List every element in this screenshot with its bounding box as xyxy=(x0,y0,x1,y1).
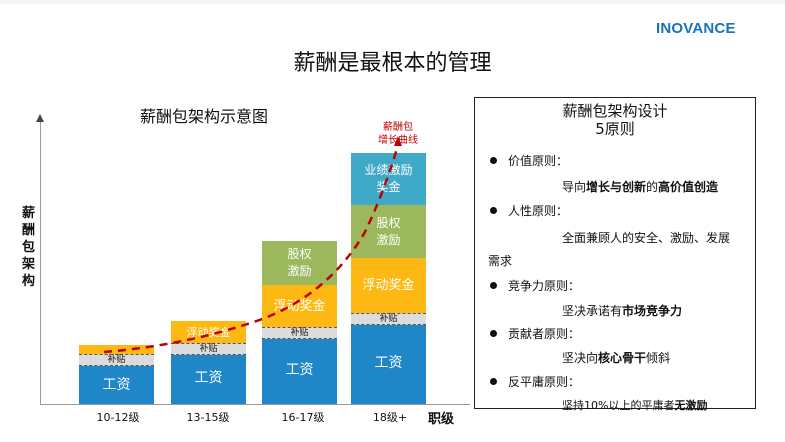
bullet-icon xyxy=(490,207,497,214)
bullet-icon xyxy=(490,282,497,289)
bar-segment-bonus: 浮动奖金 xyxy=(351,258,426,313)
bar-segment-base-pay: 工资 xyxy=(171,353,246,404)
principle-heading: 人性原则： xyxy=(508,204,569,218)
bar-segment-base-pay: 工资 xyxy=(351,323,426,404)
principle-detail-continued: 需求 xyxy=(488,254,513,268)
slide-title: 薪酬是最根本的管理 xyxy=(293,51,492,76)
principle-detail: 坚持10%以上的平庸者无激励 xyxy=(562,399,708,412)
principle-heading: 竞争力原则： xyxy=(508,279,581,293)
bar-segment-allowance: 补贴 xyxy=(351,313,426,325)
x-tick-label: 16-17级 xyxy=(281,411,325,424)
y-axis-label: 薪酬包架构 xyxy=(22,206,36,289)
y-axis-arrow-icon xyxy=(36,114,44,122)
inovance-logo: INOVANCE xyxy=(656,20,736,37)
principle-detail: 导向增长与创新的高价值创造 xyxy=(562,180,719,194)
bar-segment-allowance: 补贴 xyxy=(79,354,154,366)
bar-segment-allowance: 补贴 xyxy=(171,343,246,355)
bar-segment-allowance: 补贴 xyxy=(262,327,337,339)
y-axis xyxy=(40,120,41,404)
bar-segment-equity: 股权 激励 xyxy=(262,241,337,285)
bullet-icon xyxy=(490,378,497,385)
x-axis-label: 职级 xyxy=(428,412,455,427)
principle-detail: 全面兼顾人的安全、激励、发展 xyxy=(562,231,731,245)
principles-panel xyxy=(474,97,756,409)
bar-segment-equity: 股权 激励 xyxy=(351,205,426,258)
principle-heading: 反平庸原则： xyxy=(508,375,581,389)
bar-segment-base-pay: 工资 xyxy=(79,366,154,404)
principle-heading: 贡献者原则： xyxy=(508,327,581,341)
x-tick-label: 10-12级 xyxy=(96,411,140,424)
bar-segment-bonus xyxy=(79,345,154,354)
panel-title: 薪酬包架构设计 5原则 xyxy=(562,102,668,138)
x-tick-label: 18级+ xyxy=(372,411,408,424)
principle-detail: 坚决承诺有市场竞争力 xyxy=(562,304,683,318)
principle-detail: 坚决向核心骨干倾斜 xyxy=(562,351,671,365)
x-axis xyxy=(40,404,470,405)
growth-curve-label: 薪酬包 增长曲线 xyxy=(378,122,418,146)
x-tick-label: 13-15级 xyxy=(186,411,230,424)
chart-subtitle: 薪酬包架构示意图 xyxy=(140,107,269,126)
bar-segment-performance-bonus: 业绩激励 奖金 xyxy=(351,153,426,205)
top-bar xyxy=(0,0,785,4)
principle-heading: 价值原则： xyxy=(508,154,569,168)
bar-segment-bonus: 浮动奖金 xyxy=(171,321,246,343)
bar-segment-bonus: 浮动奖金 xyxy=(262,285,337,327)
bullet-icon xyxy=(490,157,497,164)
bar-segment-base-pay: 工资 xyxy=(262,337,337,404)
bullet-icon xyxy=(490,330,497,337)
